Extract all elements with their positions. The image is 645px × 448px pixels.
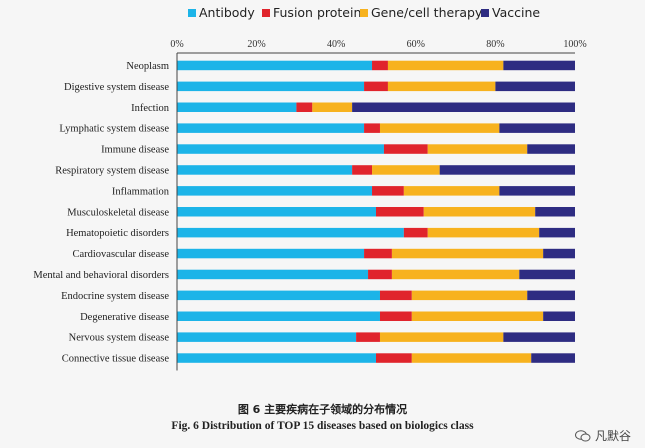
bar-segment [543,311,575,321]
y-axis: Neoplasm Digestive system disease Infectio… [33,61,169,365]
bar-segment [383,144,428,154]
figure-caption-english: Fig. 6 Distribution of TOP 15 diseases b… [171,420,474,432]
bar-segment [543,248,575,259]
y-category-label: Connective tissue disease [62,354,170,365]
bar-segment [177,123,365,133]
bar-segment [372,165,440,175]
y-category-label: Musculoskeletal disease [67,207,169,218]
y-category-label: Immune disease [101,145,169,156]
legend: Antibody Fusion protein Gene/cell therapy V… [188,5,540,20]
bar-segment [177,102,297,112]
legend-swatch-2 [360,9,368,17]
y-category-label: Inflammation [112,186,170,197]
x-tick-label: 0% [170,39,183,50]
bar-segment [352,102,575,112]
bar-segment [499,186,575,196]
x-tick-label: 60% [407,39,425,50]
x-tick-label: 20% [247,39,265,50]
y-category-label: Hematopoietic disorders [66,228,169,239]
bar-segment [411,311,544,321]
bar-segment [403,227,428,238]
y-category-label: Respiratory system disease [55,165,169,176]
x-tick-label: 40% [327,39,345,50]
figure-caption-chinese: 图 6 主要疾病在子领域的分布情况 [237,403,408,416]
bar-segment [427,144,528,154]
bar-segment [379,332,504,342]
bar-segment [379,123,500,133]
bar-segment [312,102,353,112]
legend-label-1: Fusion protein [273,5,361,20]
bar-segment [177,332,357,342]
y-category-label: Nervous system disease [69,333,170,344]
bar-segment [177,60,373,71]
bar-segment [535,207,575,217]
legend-swatch-0 [188,9,196,17]
bar-segment [372,186,404,196]
bar-segment [364,248,392,259]
bar-segment [177,81,365,92]
bar-segment [364,123,380,133]
bar-segment [379,290,412,301]
bar-segment [296,102,313,112]
bar-segment [531,353,575,363]
bar-segment [376,353,412,363]
x-tick-label: 80% [486,39,504,50]
bar-segment [527,144,575,154]
bar-segment [352,165,373,175]
bar-segment [177,248,365,259]
watermark-text: 凡默谷 [594,429,631,443]
bar-segment [177,353,376,363]
x-tick-label: 100% [563,39,586,50]
y-category-label: Cardiovascular disease [72,249,169,260]
legend-label-0: Antibody [199,5,255,20]
bar-segment [368,269,392,280]
bar-segment [519,269,575,280]
wechat-icon [574,429,591,441]
bar-segment [177,311,380,321]
bar-segment [177,290,380,301]
bar-segment [177,144,384,154]
bar-segment [411,353,532,363]
bar-segment [177,269,369,280]
bar-segment [177,207,376,217]
bar-segment [177,165,353,175]
legend-swatch-3 [481,9,489,17]
bar-segment [527,290,575,301]
bar-segment [423,207,536,217]
y-category-label: Endocrine system disease [61,291,169,302]
bar-segment [387,81,496,92]
y-category-label: Mental and behavioral disorders [33,270,169,281]
bar-segment [503,60,575,71]
y-category-label: Lymphatic system disease [59,124,169,135]
bar-segment [376,207,424,217]
x-axis: 0% 20% 40% 60% 80% 100% [170,39,586,50]
bar-segment [391,269,520,280]
watermark: 凡默谷 [574,427,631,444]
bar-segment [177,227,404,238]
bar-segment [539,227,575,238]
y-category-label: Infection [131,103,170,114]
legend-label-3: Vaccine [492,5,540,20]
y-category-label: Neoplasm [126,61,169,72]
bar-segment [503,332,575,342]
bar-segment [403,186,500,196]
bar-segment [499,123,575,133]
bar-segment [177,186,373,196]
bar-segment [391,248,544,259]
bar-segment [356,332,380,342]
y-category-label: Degenerative disease [80,312,169,323]
bar-segment [439,165,575,175]
plot-area [176,52,575,371]
bar-segment [427,227,540,238]
bar-segment [495,81,575,92]
legend-swatch-1 [262,9,270,17]
bar-segment [411,290,528,301]
stacked-bar-chart: Antibody Fusion protein Gene/cell therapy V… [33,5,587,371]
bar-segment [387,60,504,71]
bar-segment [379,311,412,321]
bar-segment [364,81,388,92]
bar-segment [372,60,388,71]
legend-label-2: Gene/cell therapy [371,5,483,20]
y-category-label: Digestive system disease [64,82,169,93]
